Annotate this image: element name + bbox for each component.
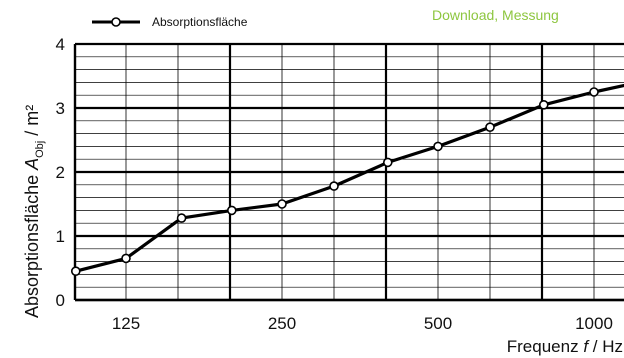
series-line [74, 83, 624, 273]
data-point [538, 100, 549, 110]
x-tick-label: 500 [424, 314, 452, 333]
x-tick-label: 250 [268, 314, 296, 333]
legend-label: Absorptionsfläche [152, 15, 248, 29]
legend: Absorptionsfläche [92, 15, 248, 29]
y-tick-label: 2 [56, 163, 65, 182]
y-axis-label-sub: Obj [34, 141, 46, 158]
legend-marker [111, 17, 121, 27]
y-tick-label: 1 [56, 227, 65, 246]
download-annotation: Download, Messung [432, 7, 559, 23]
data-point [485, 122, 495, 132]
y-axis-label-main: Absorptionsfläche [22, 170, 42, 318]
x-axis-label-var: f [583, 337, 590, 356]
x-axis-label: Frequenz f / Hz [507, 337, 623, 356]
data-point [277, 199, 287, 209]
data-point [226, 205, 237, 216]
data-point [121, 253, 131, 264]
y-tick-label: 3 [56, 99, 65, 118]
y-tick-label: 4 [56, 35, 65, 54]
x-axis-label-main: Frequenz [507, 337, 584, 356]
series-absorptionsflaeche [70, 83, 624, 277]
y-axis-label-var: A [22, 158, 42, 171]
data-point [329, 181, 339, 191]
y-tick-label: 0 [56, 291, 65, 310]
data-point [589, 87, 599, 97]
x-tick-labels: 125250500100020004000 [112, 314, 613, 333]
grid [73, 42, 624, 302]
y-tick-labels: 0 1 2 3 4 [56, 35, 65, 310]
x-axis-label-unit: / Hz [588, 337, 623, 356]
x-tick-label: 1000 [575, 314, 613, 333]
data-point [70, 266, 81, 277]
x-tick-label: 125 [112, 314, 140, 333]
data-point [382, 157, 393, 168]
y-axis-label-unit: / m² [22, 105, 42, 141]
data-point [433, 141, 443, 152]
data-point [176, 213, 187, 223]
y-axis-label: Absorptionsfläche AObj / m² [22, 105, 46, 318]
